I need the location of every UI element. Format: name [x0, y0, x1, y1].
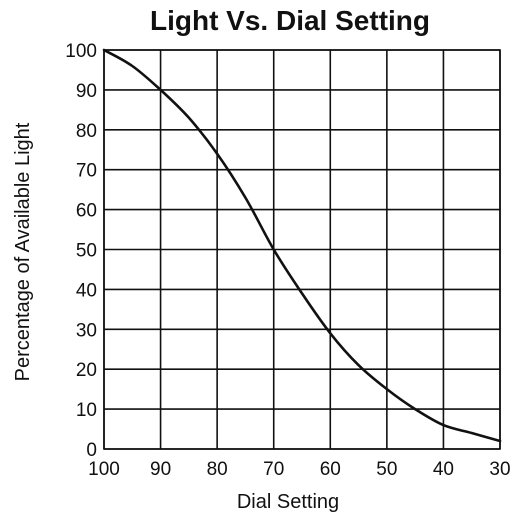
series-line [102, 48, 502, 443]
x-tick-label: 90 [150, 459, 171, 480]
x-tick-label: 50 [376, 459, 397, 480]
y-tick-label: 100 [65, 41, 97, 62]
x-tick-label: 30 [489, 459, 510, 480]
y-axis-ticks: 0 10 20 30 40 50 60 70 80 90 100 [65, 41, 97, 461]
x-tick-label: 100 [88, 459, 120, 480]
x-tick-label: 80 [207, 459, 228, 480]
y-tick-label: 20 [76, 360, 97, 381]
y-tick-label: 10 [76, 400, 97, 421]
y-tick-label: 30 [76, 320, 97, 341]
y-tick-label: 0 [86, 440, 97, 461]
y-tick-label: 60 [76, 201, 97, 222]
y-tick-label: 80 [76, 121, 97, 142]
plot-area-border [103, 49, 501, 450]
x-tick-label: 40 [433, 459, 454, 480]
chart-title: Light Vs. Dial Setting [150, 5, 430, 36]
grid-lines [103, 49, 501, 450]
y-tick-label: 40 [76, 280, 97, 301]
y-tick-label: 50 [76, 241, 97, 262]
y-axis-label: Percentage of Available Light [12, 122, 34, 381]
x-axis-label: Dial Setting [237, 491, 339, 513]
plot-frame [103, 49, 501, 450]
x-tick-label: 70 [263, 459, 284, 480]
y-tick-label: 90 [76, 81, 97, 102]
x-axis-ticks: 100 90 80 70 60 50 40 30 [88, 459, 510, 480]
series-layer [102, 48, 502, 443]
x-tick-label: 60 [320, 459, 341, 480]
y-tick-label: 70 [76, 161, 97, 182]
